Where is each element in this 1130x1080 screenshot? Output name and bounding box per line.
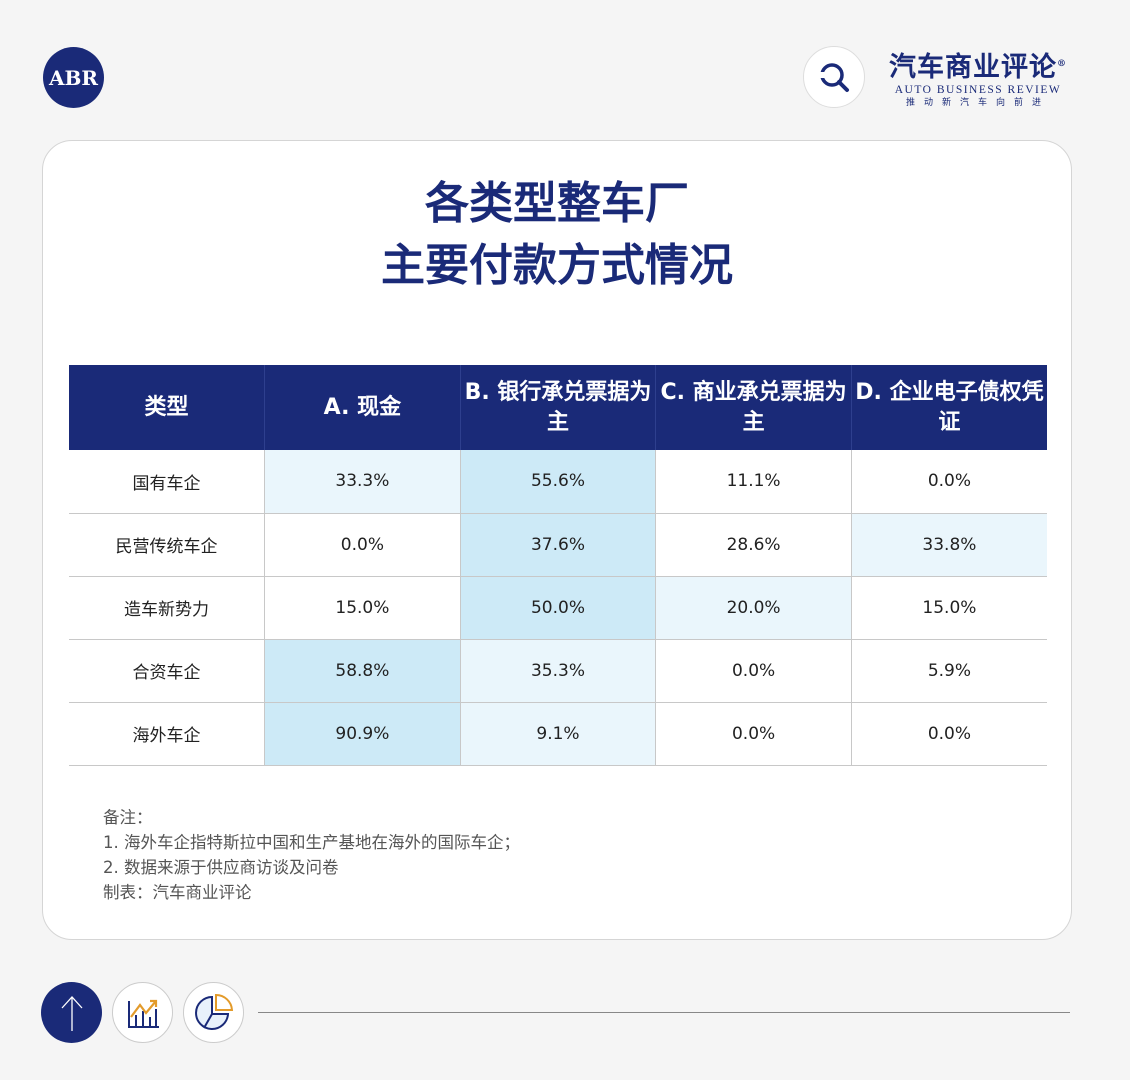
- note-1: 1. 海外车企指特斯拉中国和生产基地在海外的国际车企；: [103, 833, 520, 852]
- brand-slogan: 推动新汽车向前进: [905, 98, 1050, 108]
- page-title: 各类型整车厂 主要付款方式情况: [43, 173, 1071, 297]
- value-cell: 90.9%: [264, 702, 461, 766]
- brand-cn: 汽车商业评论: [889, 52, 1057, 83]
- value-cell: 0.0%: [851, 702, 1047, 766]
- value-cell: 15.0%: [264, 576, 461, 640]
- scroll-top-button[interactable]: [41, 982, 102, 1043]
- table-row: 国有车企 33.3% 55.6% 11.1% 0.0%: [69, 450, 1047, 514]
- row-type: 民营传统车企: [69, 513, 266, 577]
- table-row: 民营传统车企 0.0% 37.6% 28.6% 33.8%: [69, 513, 1047, 577]
- table-credit: 制表：汽车商业评论: [103, 883, 252, 902]
- value-cell: 15.0%: [851, 576, 1047, 640]
- column-header: B. 银行承兑票据为主: [460, 365, 657, 450]
- search-logo-icon: [803, 46, 865, 108]
- value-cell: 35.3%: [460, 639, 657, 703]
- column-header: C. 商业承兑票据为主: [655, 365, 852, 450]
- table-row: 造车新势力 15.0% 50.0% 20.0% 15.0%: [69, 576, 1047, 640]
- row-type: 国有车企: [69, 450, 266, 514]
- value-cell: 5.9%: [851, 639, 1047, 703]
- notes: 备注： 1. 海外车企指特斯拉中国和生产基地在海外的国际车企； 2. 数据来源于…: [103, 805, 520, 905]
- value-cell: 50.0%: [460, 576, 657, 640]
- value-cell: 9.1%: [460, 702, 657, 766]
- table-row: 海外车企 90.9% 9.1% 0.0% 0.0%: [69, 702, 1047, 766]
- notes-heading: 备注：: [103, 808, 153, 827]
- value-cell: 58.8%: [264, 639, 461, 703]
- content-card: 各类型整车厂 主要付款方式情况 类型 A. 现金 B. 银行承兑票据为主 C. 商业承…: [42, 140, 1072, 940]
- value-cell: 33.8%: [851, 513, 1047, 577]
- value-cell: 0.0%: [655, 702, 852, 766]
- title-line-1: 各类型整车厂: [425, 178, 689, 229]
- title-line-2: 主要付款方式情况: [381, 240, 733, 291]
- brand-logo: 汽车商业评论® AUTO BUSINESS REVIEW 推动新汽车向前进: [886, 48, 1070, 110]
- trend-chart-button[interactable]: [112, 982, 173, 1043]
- table-row: 合资车企 58.8% 35.3% 0.0% 5.9%: [69, 639, 1047, 703]
- value-cell: 0.0%: [264, 513, 461, 577]
- pie-chart-icon: [194, 993, 233, 1030]
- value-cell: 55.6%: [460, 450, 657, 514]
- brand-en: AUTO BUSINESS REVIEW: [894, 84, 1062, 96]
- column-header: A. 现金: [264, 365, 461, 450]
- value-cell: 28.6%: [655, 513, 852, 577]
- bar-trend-icon: [127, 999, 159, 1028]
- footer-divider: [258, 1012, 1070, 1013]
- payment-table: 类型 A. 现金 B. 银行承兑票据为主 C. 商业承兑票据为主 D. 企业电子债权凭证…: [69, 365, 1047, 766]
- value-cell: 11.1%: [655, 450, 852, 514]
- column-header: D. 企业电子债权凭证: [851, 365, 1047, 450]
- value-cell: 0.0%: [851, 450, 1047, 514]
- abr-logo: ABR: [43, 47, 104, 108]
- row-type: 海外车企: [69, 702, 266, 766]
- row-type: 造车新势力: [69, 576, 266, 640]
- value-cell: 33.3%: [264, 450, 461, 514]
- value-cell: 0.0%: [655, 639, 852, 703]
- arrow-up-icon: [61, 995, 82, 1031]
- registered-mark: ®: [1057, 59, 1067, 69]
- row-type: 合资车企: [69, 639, 266, 703]
- value-cell: 20.0%: [655, 576, 852, 640]
- column-header: 类型: [69, 365, 266, 450]
- pie-chart-button[interactable]: [183, 982, 244, 1043]
- note-2: 2. 数据来源于供应商访谈及问卷: [103, 858, 339, 877]
- value-cell: 37.6%: [460, 513, 657, 577]
